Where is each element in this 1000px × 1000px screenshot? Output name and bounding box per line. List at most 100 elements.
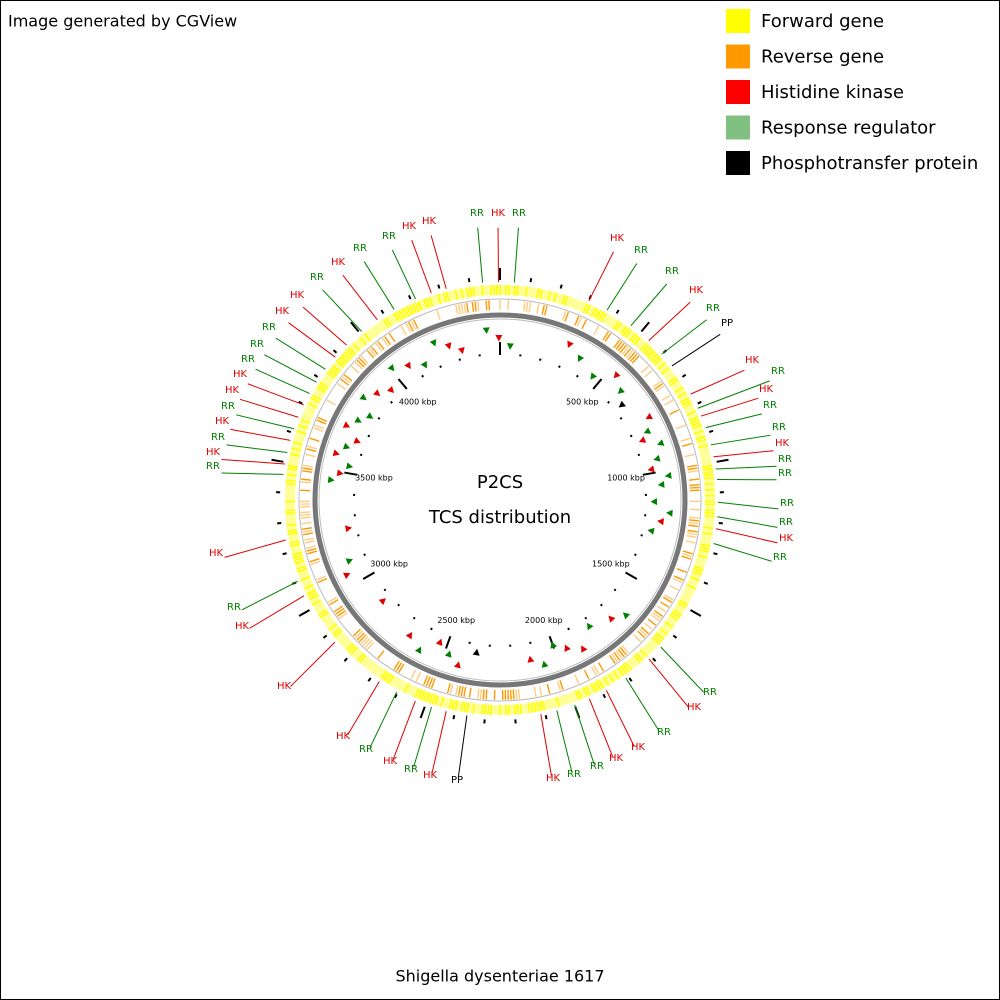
- feature-leader: [713, 543, 772, 562]
- outer-tick: [298, 609, 310, 617]
- forward-gene: [703, 526, 714, 530]
- forward-gene: [690, 421, 701, 427]
- forward-gene: [633, 654, 642, 664]
- reverse-gene: [449, 683, 454, 694]
- forward-gene: [428, 693, 434, 704]
- reverse-gene: [688, 521, 699, 525]
- reverse-gene: [657, 605, 667, 613]
- reverse-gene: [306, 448, 317, 453]
- reverse-gene: [590, 666, 597, 676]
- feature-marker: [387, 385, 395, 394]
- forward-gene: [434, 695, 439, 706]
- reverse-gene: [317, 577, 328, 584]
- reverse-gene: [436, 310, 441, 320]
- inner-tick: [344, 471, 358, 476]
- feature-label: HK: [759, 384, 774, 395]
- reverse-gene: [686, 464, 698, 468]
- feature-leader: [710, 434, 771, 446]
- forward-gene: [672, 609, 682, 616]
- feature-leader: [369, 691, 398, 748]
- feature-marker: [472, 648, 480, 656]
- reverse-gene: [604, 333, 612, 343]
- feature-label: HK: [631, 742, 646, 753]
- feature-marker: [647, 527, 655, 535]
- forward-gene: [385, 673, 393, 683]
- forward-gene: [533, 701, 537, 713]
- reverse-gene: [455, 685, 459, 696]
- reverse-gene: [457, 685, 462, 696]
- forward-gene: [345, 349, 355, 358]
- reverse-gene: [538, 685, 543, 696]
- outer-tick: [544, 714, 548, 720]
- forward-gene: [691, 570, 702, 576]
- feature-marker: [354, 416, 362, 423]
- reverse-gene: [613, 339, 621, 349]
- forward-gene: [635, 652, 644, 662]
- inner-tick: [625, 571, 638, 580]
- outer-tick: [602, 693, 607, 699]
- feature-marker: [342, 442, 351, 450]
- forward-gene: [300, 576, 311, 582]
- outer-tick: [716, 458, 729, 463]
- reverse-gene: [377, 650, 385, 659]
- reverse-gene: [574, 315, 580, 326]
- forward-gene: [649, 353, 659, 362]
- forward-gene: [539, 288, 543, 300]
- feature-leader: [230, 428, 291, 441]
- reverse-gene: [644, 369, 653, 378]
- reverse-gene: [687, 470, 698, 473]
- inner-tick: [539, 358, 542, 361]
- outer-tick: [271, 458, 284, 463]
- forward-gene: [451, 699, 456, 710]
- outer-tick: [286, 429, 292, 433]
- outer-tick: [393, 693, 398, 699]
- forward-gene: [487, 704, 490, 715]
- reverse-gene: [326, 399, 336, 406]
- forward-gene: [287, 464, 298, 469]
- inner-tick: [634, 553, 637, 556]
- forward-gene: [439, 696, 445, 707]
- reverse-gene: [615, 650, 623, 659]
- reverse-gene: [316, 575, 327, 581]
- reverse-gene: [388, 333, 396, 343]
- reverse-gene: [602, 331, 609, 341]
- feature-leader: [605, 690, 635, 746]
- reverse-gene: [430, 678, 436, 689]
- forward-gene: [595, 309, 602, 320]
- forward-gene: [669, 379, 679, 387]
- forward-gene: [598, 311, 605, 321]
- scale-label: 2500 kbp: [437, 616, 475, 625]
- forward-gene: [345, 642, 355, 651]
- forward-gene: [697, 554, 708, 559]
- reverse-gene: [316, 419, 327, 425]
- forward-gene: [653, 357, 663, 366]
- outer-tick: [640, 321, 650, 333]
- forward-gene: [311, 599, 322, 606]
- forward-gene: [395, 311, 402, 321]
- reverse-gene: [515, 689, 518, 700]
- reverse-gene: [682, 552, 693, 558]
- reverse-gene: [561, 310, 567, 321]
- feature-marker: [345, 558, 353, 565]
- center-title: P2CS: [477, 472, 523, 493]
- feature-label: RR: [470, 208, 484, 219]
- inner-tick: [367, 434, 371, 438]
- feature-marker: [617, 386, 625, 394]
- feature-label: HK: [745, 355, 760, 366]
- reverse-gene: [360, 355, 369, 364]
- reverse-gene: [652, 380, 662, 388]
- reverse-gene: [682, 442, 693, 448]
- reverse-gene: [362, 638, 371, 647]
- feature-label: HK: [775, 438, 790, 449]
- inner-tick: [412, 616, 416, 620]
- feature-marker: [373, 389, 381, 397]
- footer-organism: Shigella dysenteriae 1617: [395, 967, 604, 986]
- forward-gene: [577, 689, 583, 700]
- reverse-gene: [556, 680, 562, 691]
- forward-gene: [622, 663, 630, 673]
- reverse-gene: [329, 598, 339, 606]
- reverse-gene: [664, 399, 674, 406]
- forward-gene: [319, 611, 329, 619]
- feature-label: HK: [779, 533, 794, 544]
- reverse-gene: [415, 672, 421, 682]
